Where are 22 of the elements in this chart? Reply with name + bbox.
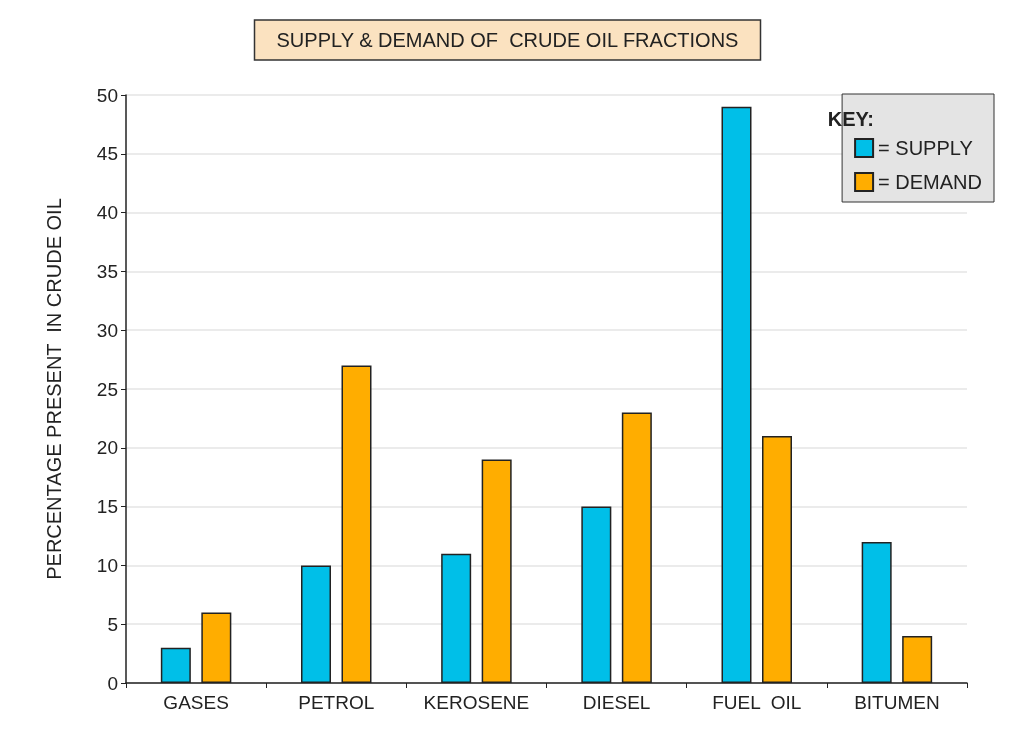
x-tick-label: BITUMEN	[854, 692, 940, 713]
x-tick-label: PETROL	[298, 692, 375, 713]
y-tick-label: 0	[107, 672, 118, 694]
y-tick-label: 15	[96, 496, 118, 518]
y-axis-title: PERCENTAGE PRESENT IN CRUDE OIL	[43, 198, 65, 580]
x-tick-label: GASES	[163, 692, 229, 713]
y-tick-label: 50	[96, 84, 118, 106]
y-tick-label: 40	[96, 202, 118, 224]
x-tick-label: FUEL OIL	[712, 692, 802, 713]
y-tick-label: 30	[96, 319, 118, 341]
x-tick-label: DIESEL	[582, 692, 651, 713]
chart-title: SUPPLY & DEMAND OF CRUDE OIL FRACTIONS	[276, 29, 739, 51]
y-tick-label: 35	[96, 260, 118, 282]
x-tick-label: KEROSENE	[423, 692, 530, 713]
y-tick-label: 20	[96, 437, 118, 459]
y-tick-label: 10	[96, 554, 118, 576]
y-tick-label: 45	[96, 143, 118, 165]
legend-title: KEY:	[827, 108, 875, 130]
y-tick-label: 25	[96, 378, 118, 400]
y-tick-label: 5	[107, 613, 118, 635]
legend-label: = SUPPLY	[878, 137, 973, 159]
legend-label: = DEMAND	[878, 171, 982, 193]
